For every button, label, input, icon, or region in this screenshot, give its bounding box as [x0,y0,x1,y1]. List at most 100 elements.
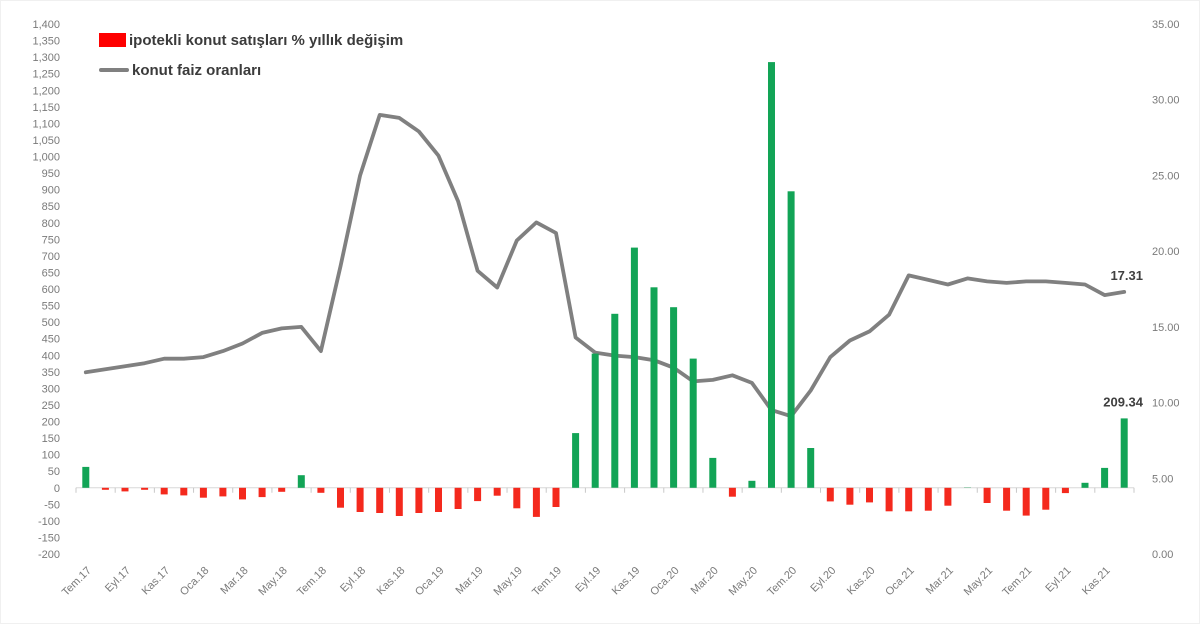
bar-42 [905,487,913,512]
bar-16 [395,487,403,516]
x-axis-label: Tem.19 [530,565,564,599]
bar-43 [924,487,932,511]
left-axis-label: 850 [42,201,60,213]
bar-21 [493,487,501,496]
right-axis-label: 15.00 [1152,322,1180,334]
bar-38 [826,487,834,502]
annotation-line-end: 17.31 [1110,268,1143,283]
bar-24 [552,487,560,507]
x-axis-label: May.20 [727,565,760,598]
legend-line-swatch [99,67,129,73]
x-axis-label: Tem.20 [765,565,799,599]
bar-46 [983,487,991,503]
right-axis-label: 25.00 [1152,170,1180,182]
bar-11 [297,475,305,488]
bar-18 [435,487,442,512]
bar-17 [415,487,423,513]
x-axis-label: Kas.17 [140,565,173,598]
left-axis-label: -150 [38,532,60,544]
bar-36 [787,191,795,488]
x-axis-label: Oca.19 [413,565,447,599]
left-axis-label: 1,100 [32,118,60,130]
bar-9 [258,487,266,498]
legend-line-label: konut faiz oranları [132,61,262,79]
left-axis-label: 350 [42,367,60,379]
annotation-last-bar: 209.34 [1103,394,1144,409]
x-axis-label: Oca.20 [648,565,682,599]
bar-27 [611,313,619,488]
right-axis-label: 35.00 [1152,19,1180,31]
legend-bar-label: ipotekli konut satışları % yıllık değişi… [129,31,404,49]
x-axis-label: Eyl.19 [573,565,603,595]
x-axis-label: Oca.18 [178,565,212,599]
x-axis-label: Kas.19 [610,565,643,598]
left-axis-label: 400 [42,350,60,362]
bar-12 [317,487,325,493]
bar-44 [944,487,952,506]
left-axis-label: 150 [42,433,60,445]
right-axis-label: 10.00 [1152,398,1180,410]
x-axis-label: Kas.21 [1080,565,1113,598]
bar-35 [768,62,775,488]
left-axis-label: 700 [42,251,60,263]
left-axis-label: 50 [48,466,60,478]
left-axis-label: 1,150 [32,102,60,114]
left-axis-label: 1,250 [32,69,60,81]
x-axis-label: Eyl.17 [103,565,133,595]
right-axis-label: 5.00 [1152,473,1173,485]
x-axis-label: Eyl.21 [1043,565,1073,595]
left-axis-label: 750 [42,234,60,246]
left-axis: 1,400 1,350 1,300 1,250 1,200 1,150 1,100 1,050… [32,19,60,561]
right-axis-label: 30.00 [1152,95,1180,107]
bar-29 [650,287,658,488]
bar-14 [356,487,364,512]
bar-34 [748,480,756,488]
left-axis-label: 1,000 [32,152,60,164]
left-axis-label: 650 [42,267,60,279]
x-axis-label: Mar.21 [924,565,956,597]
legend: ipotekli konut satışları % yıllık değişi… [99,29,403,89]
x-axis-label: May.18 [256,565,289,598]
bar-8 [239,487,246,500]
left-axis-label: 250 [42,400,60,412]
x-axis: Tem.17 Eyl.17 Kas.17 Oca.18 Mar.18 May.18 Tem.… [60,487,1135,599]
bar-50 [1061,487,1069,494]
x-axis-label: Kas.18 [375,565,408,598]
bar-49 [1042,487,1050,510]
bars-series [82,62,1128,517]
bar-28 [630,247,638,488]
bar-47 [1003,487,1011,511]
left-axis-label: 1,200 [32,85,60,97]
bar-23 [532,487,540,517]
left-axis-label: 950 [42,168,60,180]
x-axis-label: Kas.20 [845,565,878,598]
bar-39 [846,487,854,505]
left-axis-label: 550 [42,301,60,313]
bar-10 [278,487,286,492]
annotations: 17.31 209.34 [1103,268,1144,410]
legend-bar-swatch [99,33,126,47]
left-axis-label: 1,050 [32,135,60,147]
bar-31 [689,358,697,488]
rate-line-series [83,113,1127,419]
x-axis-label: Eyl.18 [338,565,368,595]
left-axis-label: -200 [38,549,60,561]
bar-20 [474,487,482,502]
bar-5 [180,487,188,496]
bar-37 [807,448,815,488]
left-axis-label: 1,350 [32,36,60,48]
bar-4 [160,487,168,495]
bar-48 [1022,487,1030,516]
left-axis-label: 1,400 [32,19,60,31]
bar-53 [1120,418,1128,488]
x-axis-label: Tem.21 [1000,565,1034,599]
left-axis-label: 600 [42,284,60,296]
x-axis-label: Tem.17 [60,565,94,599]
bar-2 [121,487,129,492]
x-axis-label: Tem.18 [295,565,329,599]
bar-32 [709,457,717,488]
x-axis-label: Oca.21 [883,565,917,599]
left-axis-label: -100 [38,516,60,528]
